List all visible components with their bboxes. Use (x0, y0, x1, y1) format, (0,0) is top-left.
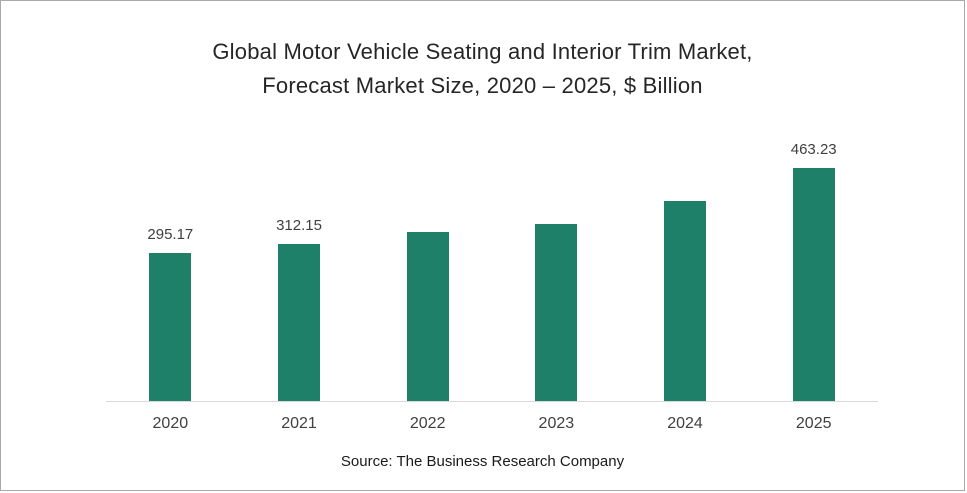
source-caption: Source: The Business Research Company (340, 453, 625, 470)
bar-group (492, 129, 621, 401)
chart-title-line2: Forecast Market Size, 2020 – 2025, $ Bil… (262, 73, 703, 98)
x-axis: 2020 2021 2022 2023 2024 2025 (106, 415, 878, 433)
bar-value-label: 295.17 (147, 226, 194, 243)
bar-group (363, 129, 492, 401)
x-axis-label: 2023 (538, 415, 575, 432)
bar (149, 253, 192, 401)
bar (535, 224, 578, 401)
x-axis-label: 2024 (667, 415, 703, 432)
bar-value-label: 312.15 (276, 217, 322, 234)
x-axis-label: 2021 (281, 415, 317, 432)
x-axis-label: 2022 (409, 415, 446, 432)
bar (278, 244, 320, 401)
plot-area: 295.17 312.15 463.23 (106, 129, 878, 402)
bar (664, 201, 707, 401)
bar-value-label: 463.23 (790, 141, 837, 158)
chart-title-line1: Global Motor Vehicle Seating and Interio… (212, 39, 753, 64)
bar-group: 295.17 (106, 129, 235, 401)
chart-title: Global Motor Vehicle Seating and Interio… (1, 35, 964, 103)
bar-group (621, 129, 750, 401)
bar-group: 463.23 (749, 129, 878, 401)
bar-chart: 295.17 312.15 463.23 2020 2021 2022 2023 2024 2… (106, 129, 878, 433)
bar (406, 232, 449, 401)
x-axis-label: 2025 (795, 415, 832, 432)
bar (792, 168, 835, 401)
x-axis-label: 2020 (152, 415, 189, 432)
bar-group: 312.15 (235, 129, 364, 401)
